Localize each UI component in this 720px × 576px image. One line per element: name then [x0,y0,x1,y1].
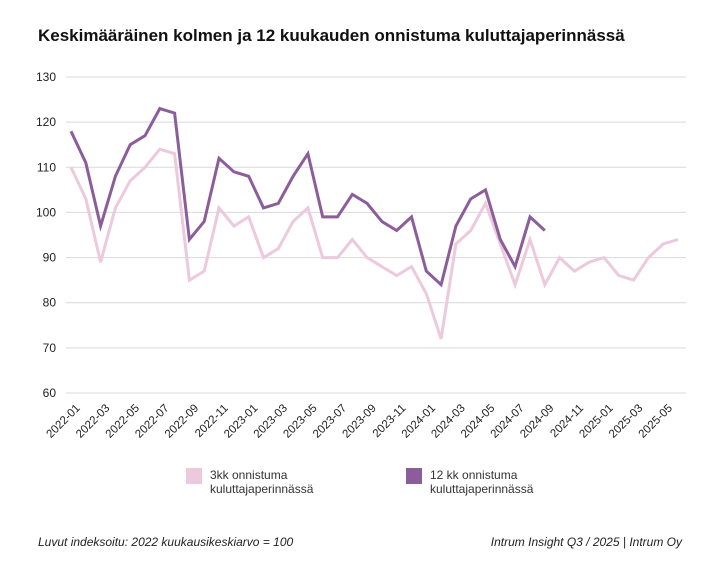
legend-label-12kk-line2: kuluttajaperinnässä [430,482,534,496]
legend-item-12kk: 12 kk onnistuma kuluttajaperinnässä [406,468,560,496]
y-tick-label: 90 [43,251,57,265]
legend-swatch-12kk [406,468,422,484]
y-axis-ticks: 60 70 80 90 100 110 120 130 [36,70,56,400]
line-chart: 60 70 80 90 100 110 120 130 2022-012022-032022-… [36,70,686,441]
gridlines [66,76,686,394]
y-tick-label: 60 [43,386,57,400]
footnote: Luvut indeksoitu: 2022 kuukausikeskiarvo… [38,535,294,549]
chart-title: Keskimääräinen kolmen ja 12 kuukauden on… [38,26,625,45]
series-line-12kk [69,106,546,288]
y-tick-label: 110 [37,160,56,174]
x-axis-ticks: 2022-012022-032022-052022-072022-092022-… [44,402,675,440]
series-line-3kk [69,147,679,340]
y-tick-label: 100 [36,205,56,219]
y-tick-label: 80 [43,296,57,310]
series-lines [69,106,679,340]
legend-label-3kk-line2: kuluttajaperinnässä [210,482,314,496]
legend-label-3kk-line1: 3kk onnistuma [210,468,288,482]
source-credit: Intrum Insight Q3 / 2025 | Intrum Oy [490,535,682,549]
legend-label-12kk-line1: 12 kk onnistuma [430,468,518,482]
legend-item-3kk: 3kk onnistuma kuluttajaperinnässä [186,468,340,496]
y-tick-label: 70 [43,341,57,355]
y-tick-label: 130 [36,70,56,84]
legend-label-12kk: 12 kk onnistuma kuluttajaperinnässä [430,468,560,496]
legend-swatch-3kk [186,468,202,484]
y-tick-label: 120 [36,115,56,129]
legend-label-3kk: 3kk onnistuma kuluttajaperinnässä [210,468,340,496]
